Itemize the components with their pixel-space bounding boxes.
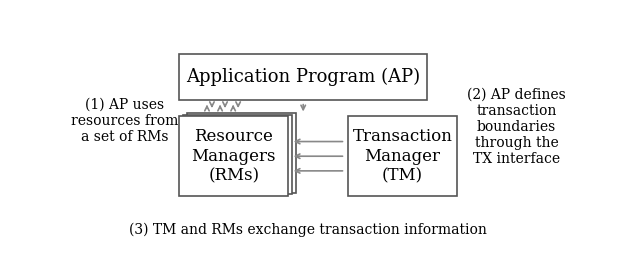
FancyBboxPatch shape xyxy=(183,115,292,194)
Text: (1) AP uses
resources from
a set of RMs: (1) AP uses resources from a set of RMs xyxy=(71,97,179,144)
FancyBboxPatch shape xyxy=(179,116,289,196)
Text: Resource
Managers
(RMs): Resource Managers (RMs) xyxy=(191,128,276,184)
FancyBboxPatch shape xyxy=(187,113,296,193)
Text: (2) AP defines
transaction
boundaries
through the
TX interface: (2) AP defines transaction boundaries th… xyxy=(467,88,566,166)
Text: Transaction
Manager
(TM): Transaction Manager (TM) xyxy=(353,128,452,184)
Text: (3) TM and RMs exchange transaction information: (3) TM and RMs exchange transaction info… xyxy=(129,222,487,237)
FancyBboxPatch shape xyxy=(179,54,428,100)
FancyBboxPatch shape xyxy=(348,116,457,196)
Text: Application Program (AP): Application Program (AP) xyxy=(186,67,420,86)
